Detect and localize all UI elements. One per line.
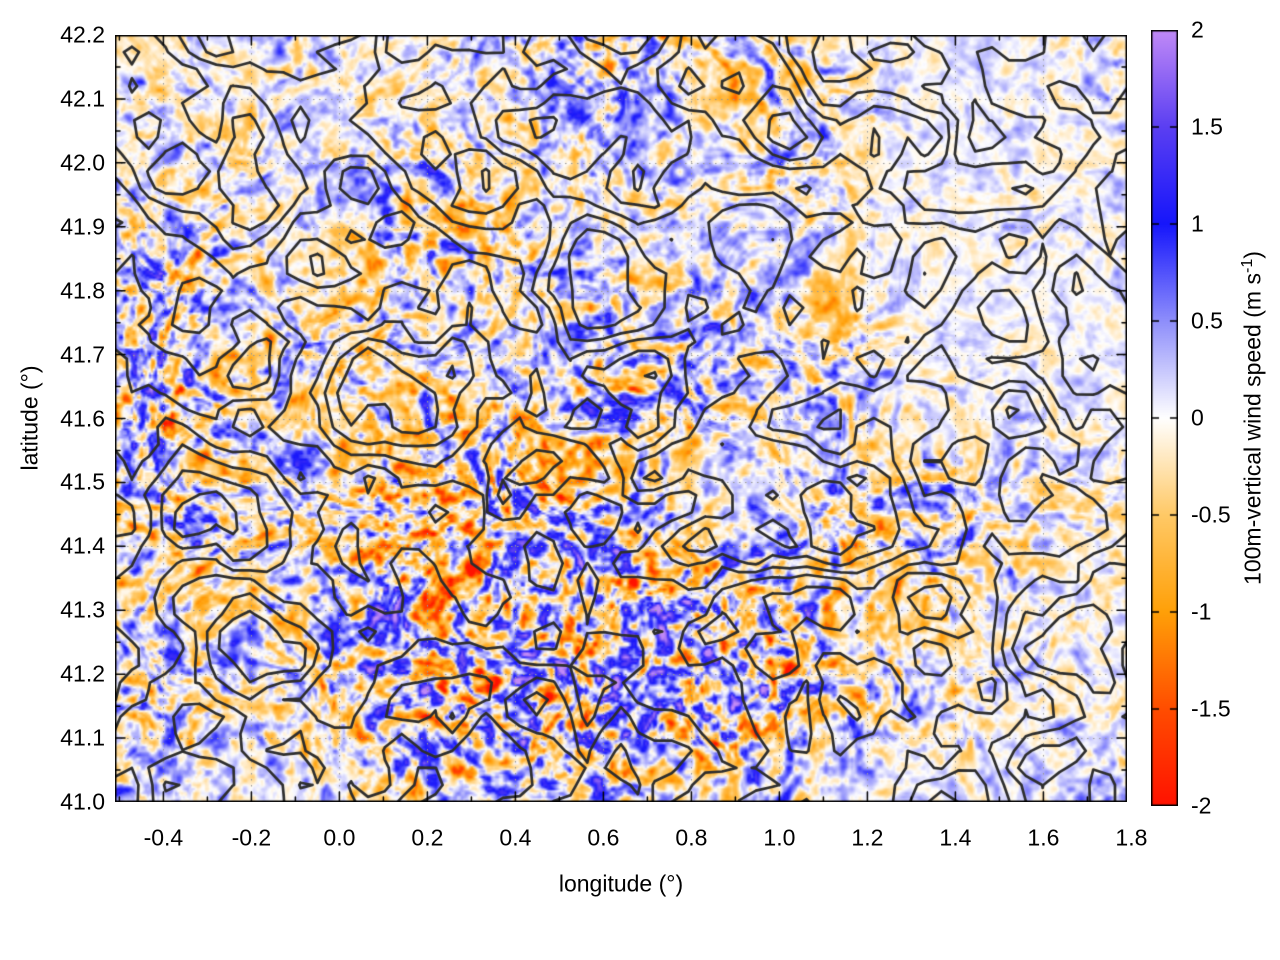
colorbar-title-close: ) (1239, 251, 1266, 259)
y-tick-label: 41.8 (60, 277, 105, 304)
colorbar-tick-label: 2 (1191, 16, 1204, 43)
colorbar-tick-label: 0.5 (1191, 307, 1223, 334)
colorbar-title-text: 100m-vertical wind speed (m s (1239, 273, 1266, 585)
x-tick-label: 1.6 (1027, 824, 1060, 851)
x-tick-label: 0.4 (499, 824, 532, 851)
colorbar-tick-label: -1.5 (1191, 695, 1231, 722)
x-tick-label: 0.8 (675, 824, 708, 851)
y-tick-label: 41.7 (60, 341, 105, 368)
x-tick-label: 1.8 (1115, 824, 1148, 851)
x-tick-label: 0.6 (587, 824, 620, 851)
x-tick-label: 0.0 (323, 824, 356, 851)
x-axis-title: longitude (°) (558, 870, 684, 897)
colorbar-tick-label: 1 (1191, 210, 1204, 237)
y-tick-label: 41.3 (60, 596, 105, 623)
y-axis-title: latitude (°) (16, 365, 43, 471)
y-tick-label: 42.1 (60, 85, 105, 112)
y-tick-label: 41.9 (60, 213, 105, 240)
y-tick-label: 41.0 (60, 788, 105, 815)
colorbar-title: 100m-vertical wind speed (m s-1) (1238, 251, 1266, 585)
colorbar-tick-label: -2 (1191, 792, 1212, 819)
colorbar-tick-label: 0 (1191, 404, 1204, 431)
x-tick-label: 1.4 (939, 824, 972, 851)
colorbar-tick-label: 1.5 (1191, 113, 1223, 140)
y-tick-label: 42.2 (60, 21, 105, 48)
y-tick-label: 41.5 (60, 468, 105, 495)
colorbar-tick-label: -1 (1191, 598, 1212, 625)
colorbar-canvas (1151, 30, 1178, 806)
y-tick-label: 41.4 (60, 532, 105, 559)
y-tick-label: 41.6 (60, 405, 105, 431)
y-tick-label: 41.1 (60, 724, 105, 751)
x-tick-label: 0.2 (411, 824, 444, 851)
y-tick-label: 41.2 (60, 660, 105, 687)
x-tick-label: -0.4 (143, 824, 184, 851)
x-tick-label: -0.2 (231, 824, 272, 851)
x-tick-label: 1.0 (763, 824, 796, 851)
colorbar-title-superscript: -1 (1237, 258, 1256, 274)
heatmap-canvas (115, 35, 1127, 802)
colorbar-tick-label: -0.5 (1191, 501, 1231, 528)
y-tick-label: 42.0 (60, 149, 105, 176)
x-tick-label: 1.2 (851, 824, 884, 851)
